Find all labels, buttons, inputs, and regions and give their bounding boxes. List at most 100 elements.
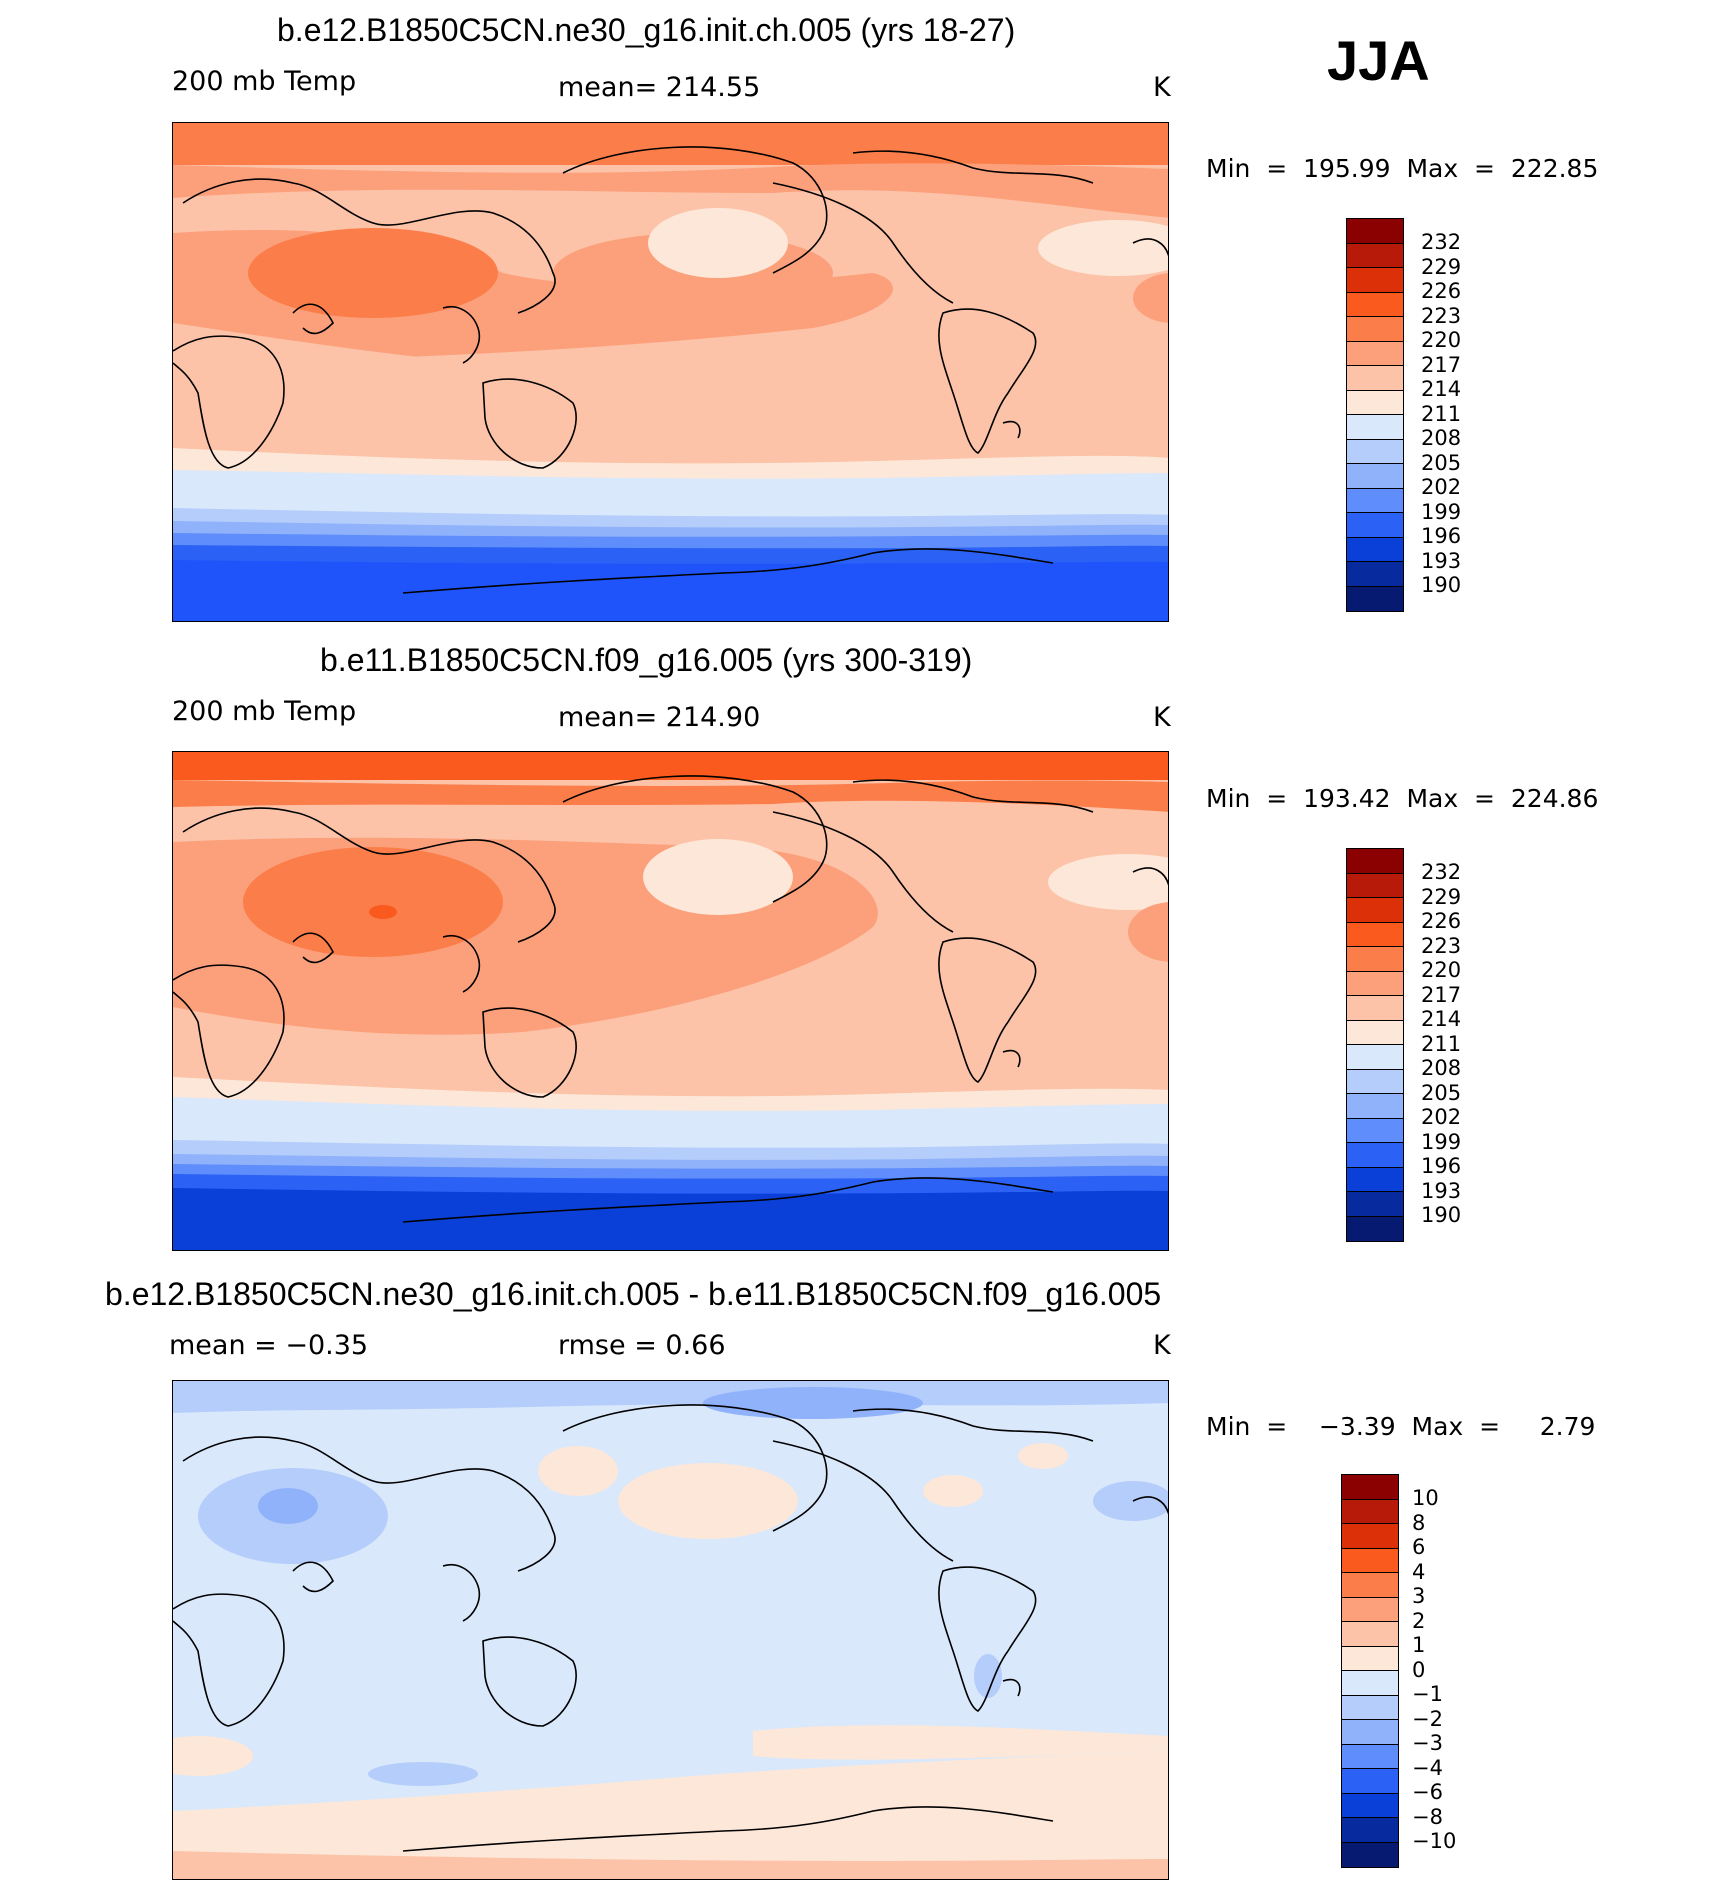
colorbar-box (1347, 317, 1403, 342)
colorbar-label: 199 (1421, 1130, 1462, 1154)
colorbar-box (1347, 947, 1403, 972)
colorbar-box (1347, 292, 1403, 317)
colorbar-label: 208 (1421, 426, 1462, 450)
colorbar-label: 220 (1421, 328, 1462, 352)
colorbar-label: 223 (1421, 304, 1462, 328)
colorbar-label: −2 (1412, 1707, 1443, 1731)
colorbar-label: 190 (1421, 573, 1462, 597)
colorbar-box (1347, 1094, 1403, 1119)
panel-3-map (172, 1380, 1169, 1880)
colorbar-label: −3 (1412, 1731, 1443, 1755)
colorbar-box (1342, 1793, 1398, 1818)
colorbar-label: 223 (1421, 934, 1462, 958)
panel-1-min-max: Min = 195.99 Max = 222.85 (1206, 154, 1599, 183)
colorbar-box (1342, 1573, 1398, 1598)
colorbar-box (1342, 1548, 1398, 1573)
colorbar-box (1342, 1695, 1398, 1720)
panel-2-variable-label: 200 mb Temp (172, 696, 357, 727)
colorbar-label: 2 (1412, 1609, 1426, 1633)
season-label: JJA (1327, 29, 1430, 92)
colorbar-box (1347, 341, 1403, 366)
colorbar-box (1347, 1045, 1403, 1070)
colorbar-label: 6 (1412, 1535, 1426, 1559)
colorbar-box (1342, 1597, 1398, 1622)
panel-2-title: b.e11.B1850C5CN.f09_g16.005 (yrs 300-319… (320, 642, 973, 678)
colorbar-label: 214 (1421, 377, 1462, 401)
colorbar-box (1342, 1524, 1398, 1549)
colorbar-label: 217 (1421, 353, 1462, 377)
colorbar-box (1347, 849, 1403, 874)
colorbar-label: 226 (1421, 279, 1462, 303)
colorbar-label: 229 (1421, 885, 1462, 909)
colorbar-box (1347, 390, 1403, 415)
colorbar-box (1347, 562, 1403, 587)
panel-1-variable-label: 200 mb Temp (172, 66, 357, 97)
colorbar-label: 217 (1421, 983, 1462, 1007)
colorbar-box (1342, 1842, 1398, 1867)
panel-2-mean-label: mean= 214.90 (558, 702, 761, 733)
colorbar-box (1347, 513, 1403, 538)
colorbar-box (1347, 243, 1403, 268)
colorbar-label: −10 (1412, 1829, 1457, 1853)
panel-3-min-max: Min = −3.39 Max = 2.79 (1206, 1412, 1596, 1441)
panel-1-colorbar (1346, 218, 1404, 612)
colorbar-box (1342, 1744, 1398, 1769)
colorbar-label: 199 (1421, 500, 1462, 524)
panel-1-title: b.e12.B1850C5CN.ne30_g16.init.ch.005 (yr… (277, 12, 1016, 48)
colorbar-label: 202 (1421, 1105, 1462, 1129)
colorbar-label: −6 (1412, 1780, 1443, 1804)
colorbar-box (1347, 1118, 1403, 1143)
panel-3-units-label: K (1153, 1330, 1171, 1361)
colorbar-label: 205 (1421, 451, 1462, 475)
colorbar-box (1347, 537, 1403, 562)
colorbar-label: 0 (1412, 1658, 1426, 1682)
colorbar-label: 214 (1421, 1007, 1462, 1031)
panel-2-units-label: K (1153, 702, 1171, 733)
colorbar-label: 8 (1412, 1511, 1426, 1535)
panel-3-colorbar (1341, 1474, 1399, 1868)
colorbar-box (1342, 1769, 1398, 1794)
colorbar-label: 193 (1421, 1179, 1462, 1203)
colorbar-label: 3 (1412, 1584, 1426, 1608)
colorbar-label: 196 (1421, 1154, 1462, 1178)
colorbar-box (1342, 1818, 1398, 1843)
panel-3-mean-label: mean = −0.35 (169, 1330, 369, 1361)
colorbar-label: −4 (1412, 1756, 1443, 1780)
colorbar-box (1347, 464, 1403, 489)
colorbar-label: 211 (1421, 1032, 1462, 1056)
panel-2-min-max: Min = 193.42 Max = 224.86 (1206, 784, 1599, 813)
colorbar-box (1347, 1167, 1403, 1192)
colorbar-box (1347, 586, 1403, 611)
colorbar-box (1347, 873, 1403, 898)
colorbar-label: 232 (1421, 230, 1462, 254)
colorbar-box (1342, 1646, 1398, 1671)
panel-1-units-label: K (1153, 72, 1171, 103)
panel-2-map (172, 751, 1169, 1251)
colorbar-box (1347, 1069, 1403, 1094)
colorbar-label: 205 (1421, 1081, 1462, 1105)
colorbar-label: 196 (1421, 524, 1462, 548)
panel-1-map (172, 122, 1169, 622)
colorbar-box (1347, 268, 1403, 293)
colorbar-label: 208 (1421, 1056, 1462, 1080)
colorbar-box (1347, 1192, 1403, 1217)
colorbar-label: 232 (1421, 860, 1462, 884)
colorbar-box (1347, 219, 1403, 244)
colorbar-label: 211 (1421, 402, 1462, 426)
colorbar-label: 202 (1421, 475, 1462, 499)
colorbar-box (1342, 1499, 1398, 1524)
panel-3-title: b.e12.B1850C5CN.ne30_g16.init.ch.005 - b… (105, 1276, 1162, 1312)
colorbar-box (1347, 996, 1403, 1021)
colorbar-box (1342, 1475, 1398, 1500)
colorbar-label: 193 (1421, 549, 1462, 573)
colorbar-box (1347, 366, 1403, 391)
colorbar-box (1347, 415, 1403, 440)
colorbar-label: 10 (1412, 1486, 1439, 1510)
colorbar-label: 226 (1421, 909, 1462, 933)
colorbar-label: 4 (1412, 1560, 1426, 1584)
colorbar-box (1342, 1622, 1398, 1647)
colorbar-box (1347, 1216, 1403, 1241)
colorbar-label: 229 (1421, 255, 1462, 279)
panel-2-colorbar (1346, 848, 1404, 1242)
colorbar-box (1347, 488, 1403, 513)
